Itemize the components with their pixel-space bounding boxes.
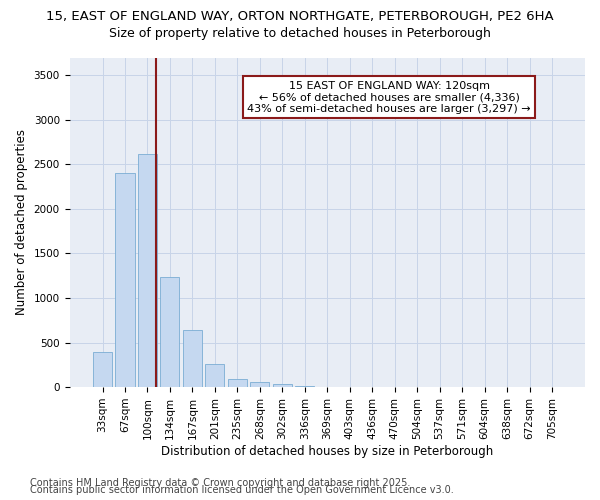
Y-axis label: Number of detached properties: Number of detached properties	[15, 130, 28, 316]
Bar	[250, 382, 269, 387]
Bar	[273, 384, 292, 387]
Bar	[115, 174, 134, 387]
Bar	[93, 352, 112, 387]
Text: Contains public sector information licensed under the Open Government Licence v3: Contains public sector information licen…	[30, 485, 454, 495]
Bar	[160, 276, 179, 387]
Bar	[205, 364, 224, 387]
Bar	[138, 154, 157, 387]
X-axis label: Distribution of detached houses by size in Peterborough: Distribution of detached houses by size …	[161, 444, 493, 458]
Text: Size of property relative to detached houses in Peterborough: Size of property relative to detached ho…	[109, 28, 491, 40]
Text: Contains HM Land Registry data © Crown copyright and database right 2025.: Contains HM Land Registry data © Crown c…	[30, 478, 410, 488]
Bar	[183, 330, 202, 387]
Bar	[295, 386, 314, 387]
Bar	[228, 379, 247, 387]
Text: 15 EAST OF ENGLAND WAY: 120sqm
← 56% of detached houses are smaller (4,336)
43% : 15 EAST OF ENGLAND WAY: 120sqm ← 56% of …	[247, 80, 531, 114]
Text: 15, EAST OF ENGLAND WAY, ORTON NORTHGATE, PETERBOROUGH, PE2 6HA: 15, EAST OF ENGLAND WAY, ORTON NORTHGATE…	[46, 10, 554, 23]
